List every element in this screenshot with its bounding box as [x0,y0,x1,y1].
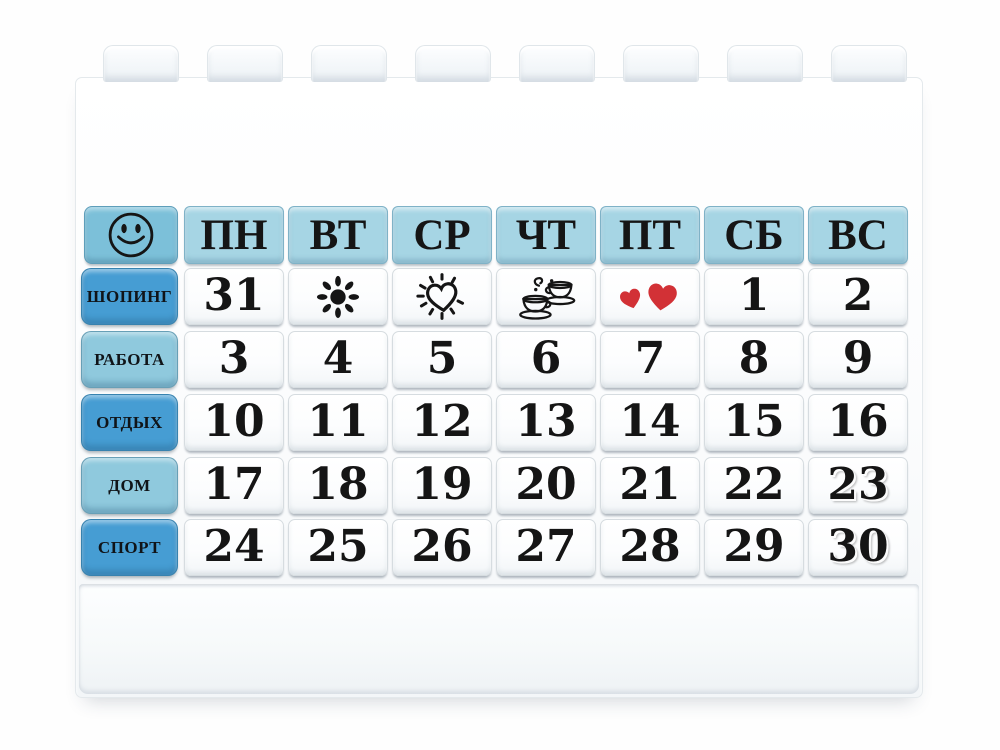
day-number: 22 [723,458,785,510]
coffee-cups-icon [512,273,580,321]
day-number: 3 [218,332,250,384]
calendar-cell-thu-work: 6 [496,331,596,388]
calendar-cell-mon-home: 17 [184,457,284,514]
category-label-sport: СПОРТ [81,519,178,576]
calendar-cell-wed-work: 5 [392,331,492,388]
calendar-cell-mon-leisure: 10 [184,394,284,451]
calendar-cell-wed-leisure: 12 [392,394,492,451]
calendar-cell-sun-work: 9 [808,331,908,388]
brick-stud-1 [103,45,179,82]
day-number: 15 [723,395,785,447]
day-number: 20 [515,458,577,510]
calendar-cell-tue-leisure: 11 [288,394,388,451]
smiley-icon [105,209,157,261]
brick-stud-6 [623,45,699,82]
day-number: 25 [307,520,369,572]
calendar-cell-thu-sport: 27 [496,519,596,576]
calendar-cell-sun-sport: 30 [808,519,908,576]
calendar-cell-fri-shopping [600,268,700,325]
day-header-sat: СБ [704,206,804,264]
day-header-mon: ПН [184,206,284,264]
calendar-cell-mon-sport: 24 [184,519,284,576]
brick-stud-3 [311,45,387,82]
day-number: 9 [842,332,874,384]
day-number: 10 [203,395,265,447]
category-label-leisure: ОТДЫХ [81,394,178,451]
brick-stud-4 [415,45,491,82]
category-label-shopping: ШОПИНГ [81,268,178,325]
brick-stud-8 [831,45,907,82]
day-number: 11 [307,395,369,447]
day-number: 12 [411,395,473,447]
day-number: 29 [723,520,785,572]
day-number: 14 [619,395,681,447]
calendar-cell-sat-work: 8 [704,331,804,388]
category-label-home: ДОМ [81,457,178,514]
day-number: 28 [619,520,681,572]
calendar-cell-sat-leisure: 15 [704,394,804,451]
day-header-fri: ПТ [600,206,700,264]
day-number: 4 [322,332,354,384]
calendar-cell-mon-shopping: 31 [184,268,284,325]
day-number: 31 [203,269,265,321]
brick-stud-7 [727,45,803,82]
calendar-cell-wed-shopping [392,268,492,325]
day-number: 2 [842,269,874,321]
day-number: 1 [738,269,770,321]
calendar-cell-thu-shopping [496,268,596,325]
day-number: 13 [515,395,577,447]
day-number: 8 [738,332,770,384]
calendar-base-brick [79,584,919,694]
day-number: 19 [411,458,473,510]
calendar-cell-sun-home: 23 [808,457,908,514]
day-number: 23 [827,458,889,510]
calendar-cell-sun-shopping: 2 [808,268,908,325]
day-number: 7 [634,332,666,384]
day-number: 21 [619,458,681,510]
calendar-cell-fri-sport: 28 [600,519,700,576]
calendar-cell-fri-home: 21 [600,457,700,514]
calendar-cell-mon-work: 3 [184,331,284,388]
sparkling-heart-icon [413,272,471,322]
two-hearts-icon [618,274,682,320]
day-header-wed: СР [392,206,492,264]
day-number: 30 [827,520,889,572]
day-number: 6 [530,332,562,384]
calendar-cell-sat-shopping: 1 [704,268,804,325]
calendar-cell-sat-sport: 29 [704,519,804,576]
corner-brick [84,206,178,264]
calendar-cell-thu-home: 20 [496,457,596,514]
calendar-cell-thu-leisure: 13 [496,394,596,451]
day-number: 5 [426,332,458,384]
day-header-sun: ВС [808,206,908,264]
calendar-cell-tue-sport: 25 [288,519,388,576]
day-number: 17 [203,458,265,510]
day-header-thu: ЧТ [496,206,596,264]
calendar-cell-sat-home: 22 [704,457,804,514]
day-number: 26 [411,520,473,572]
calendar-cell-fri-work: 7 [600,331,700,388]
calendar-cell-tue-work: 4 [288,331,388,388]
calendar-cell-sun-leisure: 16 [808,394,908,451]
calendar-cell-wed-home: 19 [392,457,492,514]
calendar-cell-wed-sport: 26 [392,519,492,576]
calendar-cell-fri-leisure: 14 [600,394,700,451]
day-number: 16 [827,395,889,447]
brick-stud-5 [519,45,595,82]
brick-stud-2 [207,45,283,82]
category-label-work: РАБОТА [81,331,178,388]
day-number: 24 [203,520,265,572]
day-number: 27 [515,520,577,572]
calendar-cell-tue-home: 18 [288,457,388,514]
sun-icon [315,274,361,320]
calendar-cell-tue-shopping [288,268,388,325]
day-header-tue: ВТ [288,206,388,264]
day-number: 18 [307,458,369,510]
